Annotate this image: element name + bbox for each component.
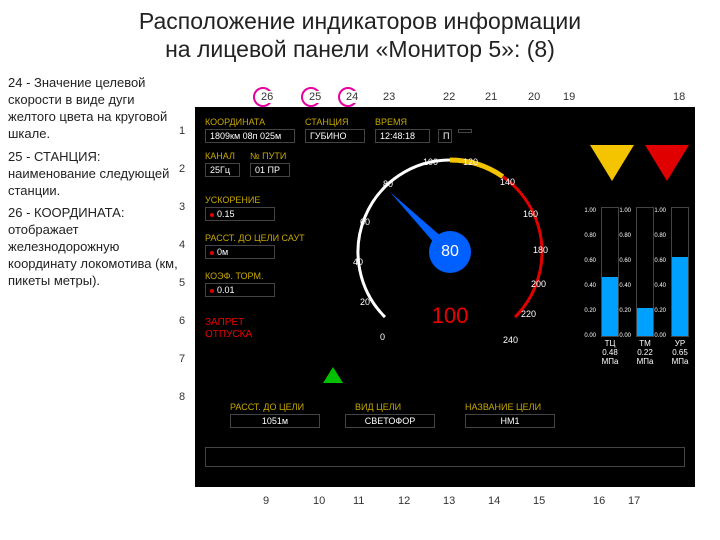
gauge-tick-220: 220: [521, 309, 536, 319]
vid-value: СВЕТОФОР: [345, 414, 435, 428]
callout-1: 1: [179, 125, 185, 137]
monitor-panel: КООРДИНАТА 1809км 08п 025м СТАНЦИЯ ГУБИН…: [195, 107, 695, 487]
gauge-tick-40: 40: [353, 257, 363, 267]
callout-14: 14: [488, 495, 500, 507]
callout-26: 26: [261, 91, 273, 103]
speed-target: 100: [432, 303, 469, 329]
koordinata-value: 1809км 08п 025м: [205, 129, 295, 143]
callout-21: 21: [485, 91, 497, 103]
callout-24: 24: [346, 91, 358, 103]
callout-17: 17: [628, 495, 640, 507]
rasst-saut-label: РАССТ. ДО ЦЕЛИ САУТ: [205, 233, 305, 243]
nputi-value: 01 ПР: [250, 163, 290, 177]
zapret-1: ЗАПРЕТ: [205, 317, 244, 328]
uskorenie-label: УСКОРЕНИЕ: [205, 195, 260, 205]
gauge-tick-160: 160: [523, 209, 538, 219]
callout-9: 9: [263, 495, 269, 507]
desc-25: 25 - СТАНЦИЯ: наименование следующей ста…: [8, 149, 183, 200]
koef-label: КОЭФ. ТОРМ.: [205, 271, 263, 281]
status-bar: [205, 447, 685, 467]
desc-24: 24 - Значение целевой скорости в виде ду…: [8, 75, 183, 143]
bar-УР: 1.000.800.600.400.200.00УР0.65МПа: [665, 207, 695, 366]
rasst-saut-value: 0м: [205, 245, 275, 259]
callout-12: 12: [398, 495, 410, 507]
gauge-tick-60: 60: [360, 217, 370, 227]
callout-10: 10: [313, 495, 325, 507]
koef-value: 0.01: [205, 283, 275, 297]
gauge-tick-0: 0: [380, 332, 385, 342]
rasst-label: РАССТ. ДО ЦЕЛИ: [230, 402, 304, 412]
callout-2: 2: [179, 163, 185, 175]
callout-11: 11: [353, 495, 364, 507]
speed-gauge: 0 20 40 60 80 100 120 140 160 180 200 220 240 80 100: [335, 137, 565, 367]
nputi-label: № ПУТИ: [250, 151, 286, 161]
red-triangle-icon: [645, 145, 689, 181]
gauge-tick-180: 180: [533, 245, 548, 255]
gauge-tick-120: 120: [463, 157, 478, 167]
kanal-label: КАНАЛ: [205, 151, 235, 161]
gauge-tick-200: 200: [531, 279, 546, 289]
desc-26: 26 - КООРДИНАТА: отображает железнодорож…: [8, 205, 183, 289]
callout-7: 7: [179, 353, 185, 365]
koordinata-label: КООРДИНАТА: [205, 117, 265, 127]
title-line1: Расположение индикаторов информации: [139, 8, 581, 34]
callout-20: 20: [528, 91, 540, 103]
callout-22: 22: [443, 91, 455, 103]
callout-15: 15: [533, 495, 545, 507]
uskorenie-value: 0.15: [205, 207, 275, 221]
vremya-label: ВРЕМЯ: [375, 117, 407, 127]
gauge-tick-80: 80: [383, 179, 393, 189]
description-column: 24 - Значение целевой скорости в виде ду…: [8, 67, 183, 487]
callout-16: 16: [593, 495, 605, 507]
vid-label: ВИД ЦЕЛИ: [355, 402, 401, 412]
empty-box-1: [458, 129, 472, 133]
callout-18: 18: [673, 91, 685, 103]
title-line2: на лицевой панели «Монитор 5»: (8): [165, 36, 555, 62]
callout-8: 8: [179, 391, 185, 403]
callout-4: 4: [179, 239, 185, 251]
gauge-tick-20: 20: [360, 297, 370, 307]
callout-5: 5: [179, 277, 185, 289]
gauge-tick-100: 100: [423, 157, 438, 167]
yellow-triangle-icon: [590, 145, 634, 181]
callout-13: 13: [443, 495, 455, 507]
rasst-value: 1051м: [230, 414, 320, 428]
gauge-tick-140: 140: [500, 177, 515, 187]
callout-25: 25: [309, 91, 321, 103]
zapret-2: ОТПУСКА: [205, 329, 252, 340]
kanal-value: 25Гц: [205, 163, 240, 177]
callout-19: 19: [563, 91, 575, 103]
callout-6: 6: [179, 315, 185, 327]
callout-23: 23: [383, 91, 395, 103]
stanciya-label: СТАНЦИЯ: [305, 117, 349, 127]
callout-3: 3: [179, 201, 185, 213]
nazv-value: НМ1: [465, 414, 555, 428]
panel-container: 262524232221201918 12345678 910111213141…: [183, 67, 712, 487]
gauge-tick-240: 240: [503, 335, 518, 345]
speed-current: 80: [429, 231, 471, 273]
nazv-label: НАЗВАНИЕ ЦЕЛИ: [465, 402, 541, 412]
